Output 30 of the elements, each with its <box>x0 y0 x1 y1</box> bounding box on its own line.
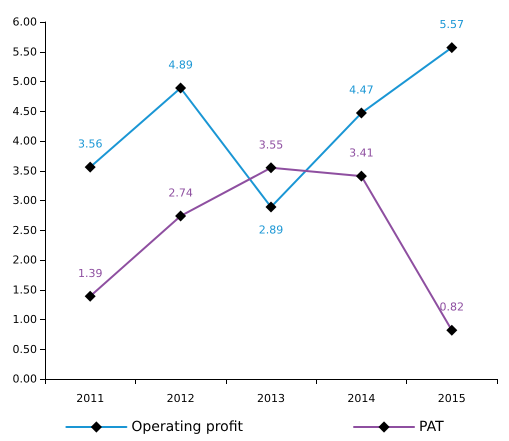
data-label: 1.39 <box>78 266 102 280</box>
y-tick-label: 3.00 <box>12 194 37 207</box>
y-tick-label: 4.50 <box>12 104 37 118</box>
y-tick-label: 2.00 <box>12 254 37 266</box>
y-tick-label: 0.00 <box>12 372 37 386</box>
y-tick-label: 2.50 <box>12 224 37 237</box>
data-label: 4.89 <box>168 58 193 72</box>
data-label: 3.55 <box>258 138 284 152</box>
y-tick-label: 5.50 <box>12 45 37 58</box>
data-label: 2.74 <box>168 186 193 200</box>
data-label: 0.82 <box>440 300 464 314</box>
legend-label: Operating profit <box>131 419 244 435</box>
x-tick-label: 2012 <box>166 392 195 405</box>
y-tick-label: 1.50 <box>12 283 37 296</box>
data-label: 3.41 <box>349 146 374 160</box>
y-tick-label: 5.00 <box>12 75 37 88</box>
data-label: 2.89 <box>258 224 284 237</box>
legend-label: PAT <box>419 419 444 435</box>
data-label: 5.57 <box>440 18 464 32</box>
x-tick-label: 2011 <box>76 392 104 405</box>
y-tick-label: 3.50 <box>12 164 37 178</box>
data-label: 3.56 <box>78 138 102 151</box>
y-tick-label: 0.50 <box>12 342 37 356</box>
y-tick-label: 1.00 <box>12 313 37 326</box>
x-tick-label: 2014 <box>347 392 376 405</box>
x-tick-label: 2015 <box>438 392 466 405</box>
data-label: 4.47 <box>349 84 374 97</box>
y-tick-label: 6.00 <box>12 16 37 28</box>
x-tick-label: 2013 <box>257 392 285 405</box>
y-tick-label: 4.00 <box>12 134 37 148</box>
